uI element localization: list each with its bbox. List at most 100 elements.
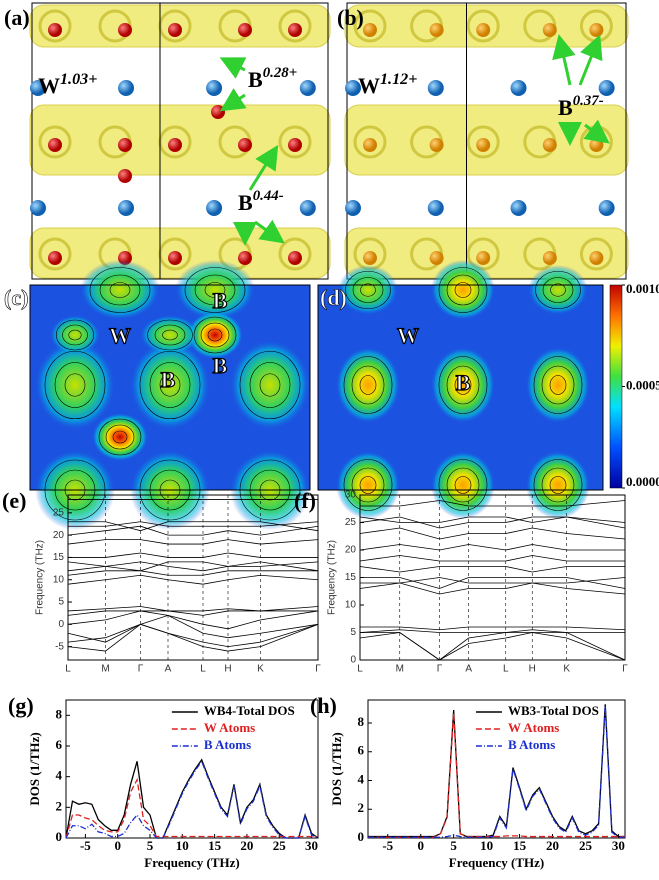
y-tick-label: 8 bbox=[358, 714, 365, 729]
density-blob bbox=[336, 347, 400, 423]
dos-line bbox=[66, 760, 318, 838]
y-tick-label: 0 bbox=[358, 829, 365, 844]
atom-label: W bbox=[397, 323, 419, 348]
y-tick-label: 10 bbox=[53, 574, 65, 585]
y-tick-label: 8 bbox=[56, 706, 63, 721]
boron-atom bbox=[430, 251, 444, 265]
tungsten-atom bbox=[118, 80, 134, 96]
boron-atom bbox=[48, 138, 62, 152]
figure: (a)(b)W1.03+B0.28+B0.44-W1.12+B0.37-(c)(… bbox=[0, 0, 659, 880]
x-tick-label: Γ bbox=[315, 664, 321, 675]
density-blob bbox=[528, 265, 588, 315]
y-tick-label: 25 bbox=[53, 507, 65, 518]
y-tick-label: 0 bbox=[56, 829, 63, 844]
atom: W bbox=[38, 73, 60, 98]
density-blob bbox=[92, 413, 148, 461]
x-tick-label: 30 bbox=[612, 838, 625, 853]
atom-label: B bbox=[456, 370, 471, 395]
density-blob bbox=[50, 315, 100, 355]
x-tick-label: K bbox=[563, 664, 570, 675]
boron-atom bbox=[288, 23, 302, 37]
atom-label: B bbox=[213, 288, 228, 313]
legend-label: B Atoms bbox=[204, 737, 251, 752]
plot-frame bbox=[66, 700, 318, 838]
phonon-band bbox=[68, 611, 318, 629]
x-tick-label: Γ bbox=[138, 664, 144, 675]
dos-line bbox=[368, 706, 625, 838]
charge: 0.28+ bbox=[263, 65, 298, 81]
x-tick-label: A bbox=[465, 664, 472, 675]
x-tick-label: 0 bbox=[114, 838, 121, 853]
colorbar-label: 0.0005 bbox=[626, 377, 659, 392]
x-tick-label: 5 bbox=[147, 838, 154, 853]
y-tick-label: 20 bbox=[345, 545, 357, 556]
tungsten-atom bbox=[118, 200, 134, 216]
tungsten-atom bbox=[30, 200, 46, 216]
boron-atom bbox=[543, 23, 557, 37]
x-tick-label: 25 bbox=[273, 838, 287, 853]
y-axis-label: DOS (1/THz) bbox=[27, 732, 42, 805]
boron-atom bbox=[118, 23, 132, 37]
boron-atom bbox=[363, 23, 377, 37]
dos-line bbox=[66, 761, 318, 838]
y-tick-label: 10 bbox=[345, 600, 357, 611]
dos-line bbox=[368, 704, 625, 836]
x-tick-label: A bbox=[165, 664, 172, 675]
y-tick-label: 0 bbox=[58, 619, 64, 630]
y-tick-label: 6 bbox=[56, 737, 63, 752]
boron-atom bbox=[238, 251, 252, 265]
charge: 0.37- bbox=[573, 93, 604, 109]
y-tick-label: 0 bbox=[350, 655, 356, 666]
tungsten-atom bbox=[511, 80, 527, 96]
colorbar bbox=[610, 285, 622, 488]
boron-atom bbox=[476, 138, 490, 152]
y-tick-label: 2 bbox=[56, 798, 63, 813]
y-axis-label: Frequency (THz) bbox=[327, 540, 338, 615]
boron-atom bbox=[168, 23, 182, 37]
density-blob bbox=[526, 451, 590, 519]
x-tick-label: L bbox=[503, 664, 509, 675]
x-tick-label: 5 bbox=[450, 838, 457, 853]
charge: 1.03+ bbox=[60, 71, 97, 88]
legend-label: B Atoms bbox=[508, 737, 555, 752]
boron-atom bbox=[118, 138, 132, 152]
panel-label: (a) bbox=[4, 5, 30, 30]
boron-atom bbox=[543, 251, 557, 265]
density-blob bbox=[526, 347, 590, 423]
colorbar-label: 0.0010 bbox=[626, 281, 659, 296]
panel-label: (f) bbox=[294, 488, 316, 513]
boron-atom bbox=[288, 138, 302, 152]
colorbar-label: 0.0000 bbox=[626, 474, 659, 489]
x-tick-label: 30 bbox=[305, 838, 318, 853]
x-tick-label: H bbox=[529, 664, 536, 675]
phonon-band bbox=[360, 630, 625, 633]
boron-atom bbox=[543, 138, 557, 152]
x-tick-label: 10 bbox=[176, 838, 189, 853]
y-axis-label: DOS (1/THz) bbox=[329, 732, 344, 805]
density-blob bbox=[140, 315, 200, 355]
boron-atom bbox=[589, 23, 603, 37]
boron-atom bbox=[48, 251, 62, 265]
x-tick-label: 25 bbox=[579, 838, 593, 853]
boron-atom bbox=[430, 23, 444, 37]
boron-atom bbox=[589, 138, 603, 152]
x-tick-label: Γ bbox=[437, 664, 443, 675]
x-tick-label: K bbox=[257, 664, 264, 675]
y-tick-label: 2 bbox=[358, 800, 365, 815]
density-blob bbox=[338, 265, 398, 315]
charge: 1.12+ bbox=[380, 71, 417, 88]
x-tick-label: 20 bbox=[240, 838, 253, 853]
x-tick-label: M bbox=[101, 664, 109, 675]
boron-atom bbox=[238, 23, 252, 37]
tungsten-atom bbox=[599, 200, 615, 216]
boron-atom bbox=[288, 251, 302, 265]
x-tick-label: 15 bbox=[208, 838, 222, 853]
atom: B bbox=[558, 95, 573, 120]
x-tick-label: M bbox=[396, 664, 404, 675]
x-tick-label: L bbox=[65, 664, 71, 675]
y-tick-label: 15 bbox=[345, 572, 357, 583]
boron-atom bbox=[476, 251, 490, 265]
y-tick-label: 4 bbox=[56, 768, 63, 783]
y-tick-label: 30 bbox=[345, 490, 357, 501]
panel-label: (d) bbox=[320, 285, 347, 310]
